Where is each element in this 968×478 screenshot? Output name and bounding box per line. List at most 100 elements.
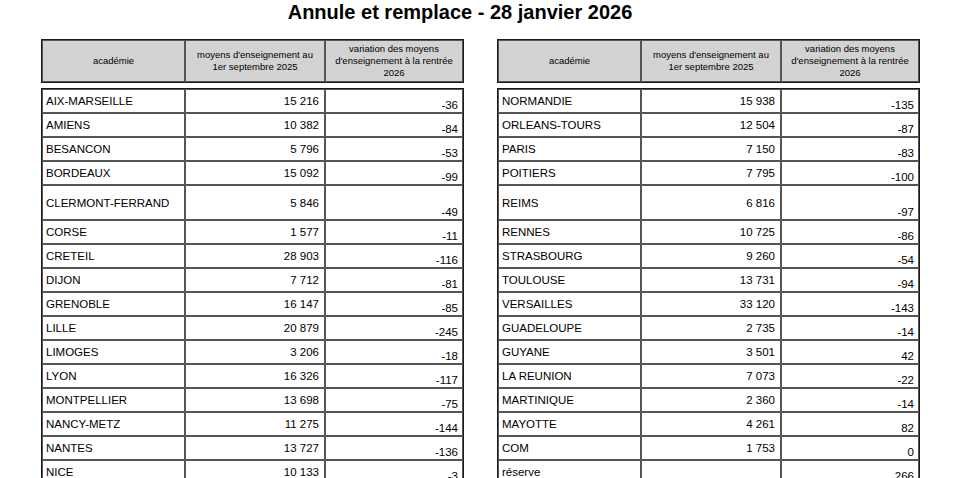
variation-cell: -85 — [325, 292, 463, 316]
moyens-cell: 1 753 — [641, 436, 781, 460]
left-table-block: académie moyens d'enseignement au 1er se… — [41, 39, 462, 478]
moyens-cell: 9 260 — [641, 244, 781, 268]
academie-cell: CLERMONT-FERRAND — [42, 185, 185, 220]
table-row: BORDEAUX15 092-99 — [42, 161, 463, 185]
academie-cell: BESANCON — [42, 137, 185, 161]
variation-cell: -135 — [781, 89, 919, 113]
table-row: ORLEANS-TOURS12 504-87 — [498, 113, 919, 137]
header-variation: variation des moyens d'enseignement à la… — [781, 40, 919, 82]
table-row: STRASBOURG9 260-54 — [498, 244, 919, 268]
academie-cell: MAYOTTE — [498, 412, 641, 436]
variation-cell: 0 — [781, 436, 919, 460]
academie-cell: AIX-MARSEILLE — [42, 89, 185, 113]
moyens-cell: 3 206 — [185, 340, 325, 364]
table-row: LIMOGES3 206-18 — [42, 340, 463, 364]
variation-cell: 42 — [781, 340, 919, 364]
table-row: MARTINIQUE2 360-14 — [498, 388, 919, 412]
academie-cell: GUYANE — [498, 340, 641, 364]
right-table-block: académie moyens d'enseignement au 1er se… — [497, 39, 918, 478]
left-table-header: académie moyens d'enseignement au 1er se… — [41, 39, 464, 83]
academie-cell: REIMS — [498, 185, 641, 220]
academie-cell: LYON — [42, 364, 185, 388]
variation-cell: -18 — [325, 340, 463, 364]
variation-cell: -136 — [325, 436, 463, 460]
moyens-cell — [641, 460, 781, 478]
variation-cell: -22 — [781, 364, 919, 388]
table-row: PARIS7 150-83 — [498, 137, 919, 161]
header-variation: variation des moyens d'enseignement à la… — [325, 40, 463, 82]
table-row: BESANCON5 796-53 — [42, 137, 463, 161]
moyens-cell: 16 326 — [185, 364, 325, 388]
moyens-cell: 7 795 — [641, 161, 781, 185]
moyens-cell: 1 577 — [185, 220, 325, 244]
table-row: LYON16 326-117 — [42, 364, 463, 388]
academie-cell: LIMOGES — [42, 340, 185, 364]
variation-cell: -86 — [781, 220, 919, 244]
moyens-cell: 4 261 — [641, 412, 781, 436]
header-row: académie moyens d'enseignement au 1er se… — [42, 40, 463, 82]
moyens-cell: 11 275 — [185, 412, 325, 436]
table-row: VERSAILLES33 120-143 — [498, 292, 919, 316]
academie-cell: COM — [498, 436, 641, 460]
moyens-cell: 15 938 — [641, 89, 781, 113]
academie-cell: AMIENS — [42, 113, 185, 137]
table-row: NANCY-METZ11 275-144 — [42, 412, 463, 436]
table-row: LA REUNION7 073-22 — [498, 364, 919, 388]
academie-cell: MONTPELLIER — [42, 388, 185, 412]
moyens-cell: 10 382 — [185, 113, 325, 137]
academie-cell: NICE — [42, 460, 185, 478]
academie-cell: RENNES — [498, 220, 641, 244]
table-row: CLERMONT-FERRAND5 846-49 — [42, 185, 463, 220]
table-row: RENNES10 725-86 — [498, 220, 919, 244]
academie-cell: BORDEAUX — [42, 161, 185, 185]
header-row: académie moyens d'enseignement au 1er se… — [498, 40, 919, 82]
moyens-cell: 2 360 — [641, 388, 781, 412]
table-row: NANTES13 727-136 — [42, 436, 463, 460]
left-academies-table: AIX-MARSEILLE15 216-36AMIENS10 382-84BES… — [41, 88, 464, 478]
table-row: POITIERS7 795-100 — [498, 161, 919, 185]
academie-cell: CORSE — [42, 220, 185, 244]
academie-cell: TOULOUSE — [498, 268, 641, 292]
moyens-cell: 10 725 — [641, 220, 781, 244]
table-row: COM1 7530 — [498, 436, 919, 460]
variation-cell: -84 — [325, 113, 463, 137]
table-row: AMIENS10 382-84 — [42, 113, 463, 137]
moyens-cell: 13 727 — [185, 436, 325, 460]
academie-cell: STRASBOURG — [498, 244, 641, 268]
academie-cell: GUADELOUPE — [498, 316, 641, 340]
variation-cell: -81 — [325, 268, 463, 292]
variation-cell: 266 — [781, 460, 919, 478]
variation-cell: 82 — [781, 412, 919, 436]
academie-cell: ORLEANS-TOURS — [498, 113, 641, 137]
variation-cell: -36 — [325, 89, 463, 113]
table-row: CRETEIL28 903-116 — [42, 244, 463, 268]
variation-cell: -117 — [325, 364, 463, 388]
moyens-cell: 6 816 — [641, 185, 781, 220]
table-row: AIX-MARSEILLE15 216-36 — [42, 89, 463, 113]
variation-cell: -94 — [781, 268, 919, 292]
academie-cell: LA REUNION — [498, 364, 641, 388]
academie-cell: LILLE — [42, 316, 185, 340]
table-row: MAYOTTE4 26182 — [498, 412, 919, 436]
academie-cell: réserve — [498, 460, 641, 478]
right-academies-table: NORMANDIE15 938-135ORLEANS-TOURS12 504-8… — [497, 88, 920, 478]
variation-cell: -53 — [325, 137, 463, 161]
header-academie: académie — [42, 40, 185, 82]
moyens-cell: 16 147 — [185, 292, 325, 316]
header-academie: académie — [498, 40, 641, 82]
table-row: DIJON7 712-81 — [42, 268, 463, 292]
table-row: LILLE20 879-245 — [42, 316, 463, 340]
moyens-cell: 10 133 — [185, 460, 325, 478]
academie-cell: NANTES — [42, 436, 185, 460]
moyens-cell: 5 796 — [185, 137, 325, 161]
variation-cell: -245 — [325, 316, 463, 340]
right-table-header: académie moyens d'enseignement au 1er se… — [497, 39, 920, 83]
table-row: GUYANE3 50142 — [498, 340, 919, 364]
tables-container: académie moyens d'enseignement au 1er se… — [41, 39, 918, 478]
moyens-cell: 13 698 — [185, 388, 325, 412]
table-row: GRENOBLE16 147-85 — [42, 292, 463, 316]
variation-cell: -14 — [781, 316, 919, 340]
variation-cell: -100 — [781, 161, 919, 185]
academie-cell: DIJON — [42, 268, 185, 292]
variation-cell: -75 — [325, 388, 463, 412]
